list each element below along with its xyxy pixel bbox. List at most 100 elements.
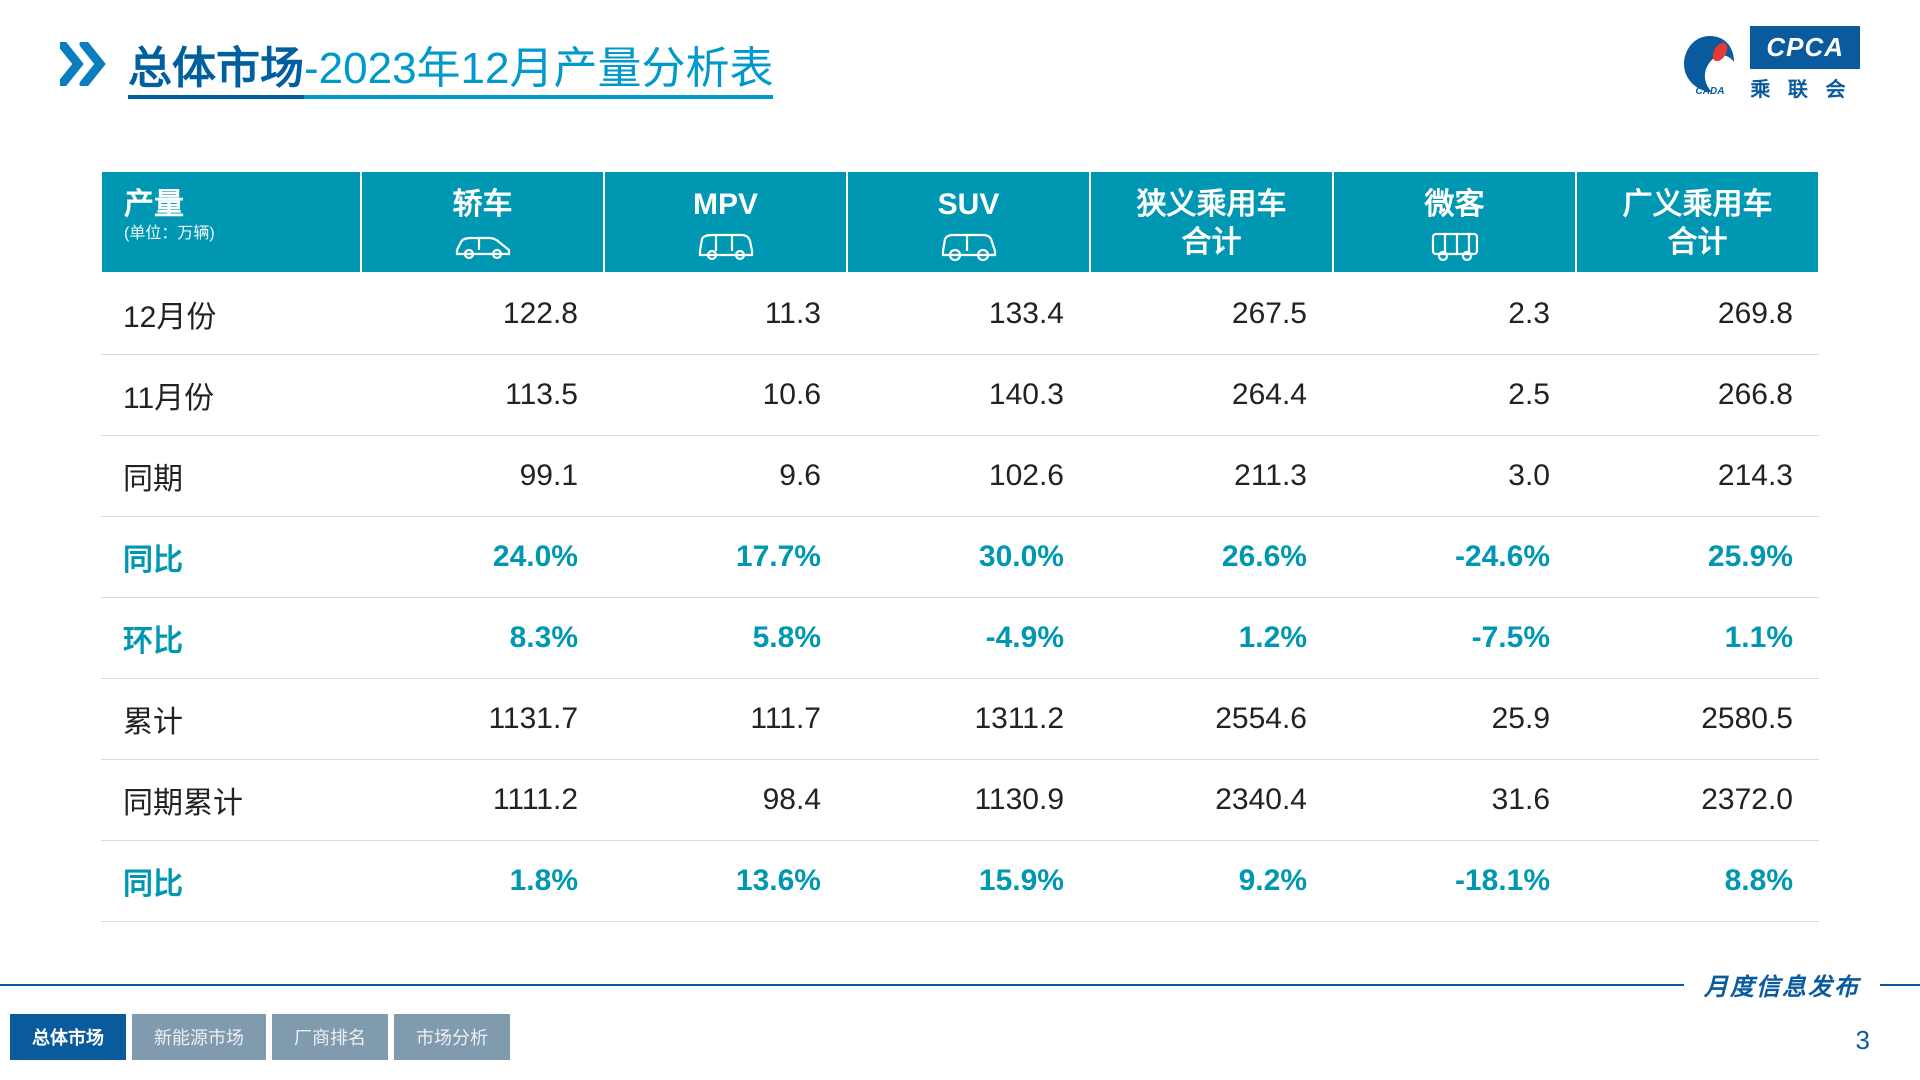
- cell: 25.9: [1333, 678, 1576, 759]
- cpca-badge: CPCA: [1750, 26, 1860, 69]
- page-title: 总体市场-2023年12月产量分析表: [128, 32, 773, 96]
- cell: 2.5: [1333, 354, 1576, 435]
- cell: 133.4: [847, 273, 1090, 355]
- row-label: 环比: [101, 597, 361, 678]
- cell: 269.8: [1576, 273, 1819, 355]
- footer-rule-left: [0, 984, 1684, 986]
- production-table: 产量(单位：万辆)轿车MPVSUV狭义乘用车合计微客广义乘用车合计 12月份12…: [100, 170, 1820, 922]
- cell: 17.7%: [604, 516, 847, 597]
- row-label: 12月份: [101, 273, 361, 355]
- cell: 2580.5: [1576, 678, 1819, 759]
- cell: 31.6: [1333, 759, 1576, 840]
- cell: 266.8: [1576, 354, 1819, 435]
- cell: 2.3: [1333, 273, 1576, 355]
- cell: 102.6: [847, 435, 1090, 516]
- cell: 5.8%: [604, 597, 847, 678]
- table-row: 同期99.19.6102.6211.33.0214.3: [101, 435, 1819, 516]
- cell: -18.1%: [1333, 840, 1576, 921]
- cell: 11.3: [604, 273, 847, 355]
- cell: 1.2%: [1090, 597, 1333, 678]
- cell: 13.6%: [604, 840, 847, 921]
- cell: 267.5: [1090, 273, 1333, 355]
- cell: 8.8%: [1576, 840, 1819, 921]
- cell: -4.9%: [847, 597, 1090, 678]
- cell: 8.3%: [361, 597, 604, 678]
- footer-tab-2[interactable]: 厂商排名: [272, 1014, 388, 1060]
- th-col-4: 微客: [1333, 171, 1576, 273]
- cpca-logo: CADA CPCA 乘 联 会: [1680, 26, 1860, 102]
- th-col-0: 轿车: [361, 171, 604, 273]
- table-head: 产量(单位：万辆)轿车MPVSUV狭义乘用车合计微客广义乘用车合计: [101, 171, 1819, 273]
- cpca-badge-wrap: CPCA 乘 联 会: [1750, 26, 1860, 102]
- table-row: 12月份122.811.3133.4267.52.3269.8: [101, 273, 1819, 355]
- table-row: 同期累计1111.298.41130.92340.431.62372.0: [101, 759, 1819, 840]
- chevron-right-icon: [60, 42, 110, 86]
- footer-tab-3[interactable]: 市场分析: [394, 1014, 510, 1060]
- cell: 2372.0: [1576, 759, 1819, 840]
- cell: 122.8: [361, 273, 604, 355]
- cell: 113.5: [361, 354, 604, 435]
- cell: 1311.2: [847, 678, 1090, 759]
- footer-tabs: 总体市场新能源市场厂商排名市场分析: [0, 1014, 510, 1060]
- cell: 1131.7: [361, 678, 604, 759]
- table-header-row: 产量(单位：万辆)轿车MPVSUV狭义乘用车合计微客广义乘用车合计: [101, 171, 1819, 273]
- table-body: 12月份122.811.3133.4267.52.3269.811月份113.5…: [101, 273, 1819, 922]
- cpca-sub: 乘 联 会: [1750, 73, 1860, 102]
- th-col-2: SUV: [847, 171, 1090, 273]
- suv-icon: [858, 228, 1079, 262]
- cell: -24.6%: [1333, 516, 1576, 597]
- table-row: 累计1131.7111.71311.22554.625.92580.5: [101, 678, 1819, 759]
- cell: 1.8%: [361, 840, 604, 921]
- row-label: 同期: [101, 435, 361, 516]
- row-label: 同比: [101, 840, 361, 921]
- cell: 3.0: [1333, 435, 1576, 516]
- th-col-1: MPV: [604, 171, 847, 273]
- cell: 15.9%: [847, 840, 1090, 921]
- table-row: 同比1.8%13.6%15.9%9.2%-18.1%8.8%: [101, 840, 1819, 921]
- cell: 98.4: [604, 759, 847, 840]
- page-number: 3: [1856, 1025, 1870, 1056]
- cell: 30.0%: [847, 516, 1090, 597]
- cell: 26.6%: [1090, 516, 1333, 597]
- cell: 214.3: [1576, 435, 1819, 516]
- page-title-strong: 总体市场: [128, 44, 304, 99]
- th-metric: 产量(单位：万辆): [101, 171, 361, 273]
- footer-tab-0[interactable]: 总体市场: [10, 1014, 126, 1060]
- cell: 111.7: [604, 678, 847, 759]
- row-label: 同比: [101, 516, 361, 597]
- footer-tab-1[interactable]: 新能源市场: [132, 1014, 266, 1060]
- cell: 2554.6: [1090, 678, 1333, 759]
- table-row: 同比24.0%17.7%30.0%26.6%-24.6%25.9%: [101, 516, 1819, 597]
- row-label: 11月份: [101, 354, 361, 435]
- cell: 99.1: [361, 435, 604, 516]
- cell: 25.9%: [1576, 516, 1819, 597]
- cell: 140.3: [847, 354, 1090, 435]
- cell: 1130.9: [847, 759, 1090, 840]
- cell: 24.0%: [361, 516, 604, 597]
- table-row: 环比8.3%5.8%-4.9%1.2%-7.5%1.1%: [101, 597, 1819, 678]
- page-title-rest: -2023年12月产量分析表: [304, 44, 773, 99]
- cell: 264.4: [1090, 354, 1333, 435]
- footer-rule: 月度信息发布: [0, 967, 1920, 1002]
- cell: 1111.2: [361, 759, 604, 840]
- th-col-3: 狭义乘用车合计: [1090, 171, 1333, 273]
- footer-label: 月度信息发布: [1684, 967, 1880, 1002]
- cell: 2340.4: [1090, 759, 1333, 840]
- cell: 9.6: [604, 435, 847, 516]
- row-label: 累计: [101, 678, 361, 759]
- svg-text:CADA: CADA: [1696, 86, 1725, 96]
- th-col-5: 广义乘用车合计: [1576, 171, 1819, 273]
- mpv-icon: [615, 228, 836, 262]
- cell: -7.5%: [1333, 597, 1576, 678]
- cell: 1.1%: [1576, 597, 1819, 678]
- row-label: 同期累计: [101, 759, 361, 840]
- cell: 9.2%: [1090, 840, 1333, 921]
- cell: 211.3: [1090, 435, 1333, 516]
- cell: 10.6: [604, 354, 847, 435]
- cada-swirl-icon: CADA: [1680, 32, 1740, 96]
- table-row: 11月份113.510.6140.3264.42.5266.8: [101, 354, 1819, 435]
- sedan-icon: [372, 228, 593, 262]
- van-icon: [1344, 228, 1565, 262]
- footer-rule-right: [1880, 984, 1920, 986]
- page-title-wrap: 总体市场-2023年12月产量分析表: [60, 32, 773, 96]
